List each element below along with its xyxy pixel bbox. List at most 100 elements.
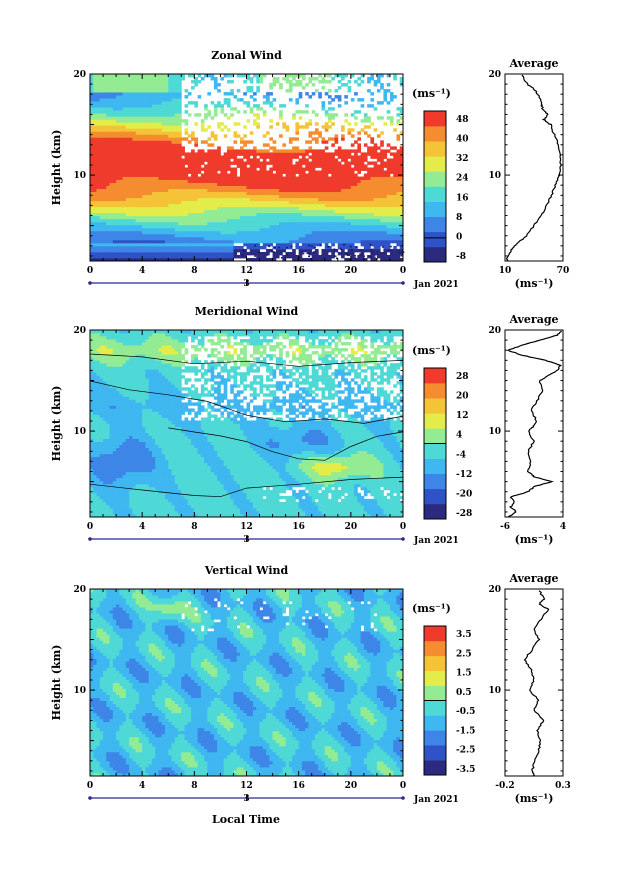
- heatmap-cell: [158, 74, 163, 78]
- heatmap-cell: [142, 95, 146, 99]
- heatmap-cell: [220, 218, 225, 223]
- heatmap-cell: [148, 224, 153, 229]
- heatmap-cell: [399, 230, 404, 235]
- heatmap-cell: [151, 125, 156, 129]
- heatmap-cell: [148, 152, 153, 156]
- heatmap-cell: [311, 194, 316, 199]
- heatmap-cell: [106, 137, 110, 141]
- heatmap-cell: [350, 191, 355, 196]
- heatmap-cell: [311, 200, 316, 205]
- heatmap-cell: [132, 113, 137, 117]
- heatmap-cell: [148, 161, 153, 165]
- heatmap-cell: [207, 143, 212, 147]
- heatmap-cell: [197, 245, 202, 250]
- heatmap-cell: [275, 164, 280, 168]
- heatmap-cell: [334, 194, 339, 199]
- heatmap-cell: [132, 101, 137, 105]
- heatmap-cell: [125, 248, 130, 253]
- heatmap-cell: [191, 149, 195, 153]
- heatmap-cell: [191, 242, 195, 247]
- heatmap-cell: [125, 194, 130, 199]
- heatmap-cell: [93, 140, 97, 144]
- heatmap-cell: [145, 86, 150, 90]
- heatmap-cell: [373, 239, 378, 244]
- heatmap-cell: [321, 170, 326, 174]
- heatmap-cell: [142, 113, 146, 117]
- heatmap-cell: [142, 161, 146, 165]
- heatmap-cell: [187, 254, 192, 259]
- heatmap-cell: [93, 501, 97, 506]
- heatmap-cell: [106, 239, 110, 244]
- heatmap-cell: [90, 450, 94, 455]
- heatmap-cell: [99, 152, 104, 156]
- heatmap-cell: [145, 200, 150, 205]
- heatmap-cell: [386, 236, 391, 241]
- heatmap-cell: [275, 155, 280, 159]
- heatmap-cell: [389, 239, 394, 244]
- heatmap-cell: [262, 185, 267, 190]
- heatmap-cell: [135, 107, 140, 111]
- heatmap-cell: [253, 164, 257, 168]
- heatmap-cell: [220, 155, 225, 159]
- heatmap-cell: [243, 191, 247, 196]
- heatmap-cell: [93, 83, 97, 87]
- heatmap-cell: [90, 86, 94, 90]
- heatmap-cell: [249, 173, 254, 177]
- heatmap-cell: [376, 176, 381, 180]
- heatmap-cell: [135, 203, 140, 208]
- heatmap-cell: [138, 95, 143, 99]
- heatmap-cell: [197, 167, 202, 171]
- heatmap-cell: [155, 206, 159, 211]
- colorbar-segment: [424, 156, 446, 172]
- heatmap-cell: [223, 257, 228, 262]
- heatmap-cell: [194, 224, 198, 229]
- heatmap-cell: [279, 194, 283, 199]
- heatmap-cell: [370, 203, 375, 208]
- heatmap-cell: [197, 212, 202, 217]
- heatmap-cell: [344, 155, 348, 159]
- heatmap-cell: [164, 149, 169, 153]
- heatmap-cell: [360, 194, 365, 199]
- heatmap-cell: [295, 122, 300, 126]
- heatmap-cell: [246, 209, 251, 214]
- heatmap-cell: [106, 95, 110, 99]
- heatmap-cell: [184, 95, 189, 99]
- heatmap-cell: [191, 239, 195, 244]
- heatmap-cell: [341, 236, 345, 241]
- heatmap-cell: [99, 191, 104, 196]
- heatmap-cell: [239, 176, 244, 180]
- heatmap-cell: [328, 215, 332, 220]
- heatmap-cell: [236, 248, 241, 253]
- heatmap-cell: [103, 131, 107, 135]
- heatmap-cell: [96, 465, 101, 470]
- heatmap-cell: [99, 179, 104, 183]
- heatmap-cell: [93, 170, 97, 174]
- heatmap-cell: [122, 197, 127, 202]
- heatmap-cell: [178, 107, 182, 111]
- heatmap-cell: [93, 218, 97, 223]
- heatmap-cell: [334, 227, 339, 232]
- heatmap-cell: [174, 227, 179, 232]
- heatmap-cell: [93, 345, 97, 349]
- heatmap-cell: [213, 176, 218, 180]
- heatmap-cell: [174, 128, 179, 132]
- heatmap-cell: [233, 191, 238, 196]
- heatmap-cell: [174, 119, 179, 123]
- heatmap-cell: [213, 164, 218, 168]
- heatmap-cell: [350, 155, 355, 159]
- heatmap-cell: [106, 131, 110, 135]
- heatmap-cell: [194, 218, 198, 223]
- heatmap-cell: [138, 128, 143, 132]
- heatmap-cell: [96, 357, 101, 361]
- heatmap-cell: [210, 158, 215, 162]
- heatmap-cell: [103, 194, 107, 199]
- heatmap-cell: [132, 155, 137, 159]
- heatmap-cell: [181, 236, 185, 241]
- heatmap-cell: [341, 254, 345, 259]
- heatmap-cell: [223, 227, 228, 232]
- heatmap-cell: [119, 254, 123, 259]
- heatmap-cell: [220, 185, 225, 190]
- heatmap-cell: [90, 447, 94, 452]
- heatmap-cell: [295, 200, 300, 205]
- heatmap-cell: [311, 152, 316, 156]
